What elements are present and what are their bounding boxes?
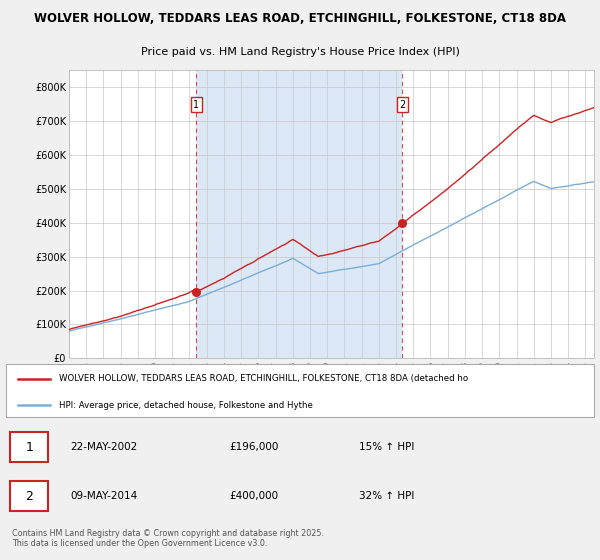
Text: 2: 2 (399, 100, 406, 110)
Text: £196,000: £196,000 (229, 442, 279, 452)
Text: 32% ↑ HPI: 32% ↑ HPI (359, 491, 414, 501)
Text: HPI: Average price, detached house, Folkestone and Hythe: HPI: Average price, detached house, Folk… (59, 401, 313, 410)
Text: Contains HM Land Registry data © Crown copyright and database right 2025.
This d: Contains HM Land Registry data © Crown c… (12, 529, 324, 548)
FancyBboxPatch shape (6, 364, 594, 417)
Text: 2: 2 (25, 490, 33, 503)
Text: Price paid vs. HM Land Registry's House Price Index (HPI): Price paid vs. HM Land Registry's House … (140, 48, 460, 58)
FancyBboxPatch shape (10, 432, 49, 463)
Bar (196, 70, 402, 358)
Text: £400,000: £400,000 (229, 491, 278, 501)
Text: WOLVER HOLLOW, TEDDARS LEAS ROAD, ETCHINGHILL, FOLKESTONE, CT18 8DA (detached ho: WOLVER HOLLOW, TEDDARS LEAS ROAD, ETCHIN… (59, 375, 468, 384)
Text: 1: 1 (193, 100, 199, 110)
Text: WOLVER HOLLOW, TEDDARS LEAS ROAD, ETCHINGHILL, FOLKESTONE, CT18 8DA: WOLVER HOLLOW, TEDDARS LEAS ROAD, ETCHIN… (34, 12, 566, 25)
Text: 15% ↑ HPI: 15% ↑ HPI (359, 442, 414, 452)
Text: 09-MAY-2014: 09-MAY-2014 (71, 491, 138, 501)
Text: 1: 1 (25, 441, 33, 454)
FancyBboxPatch shape (10, 481, 49, 511)
Text: 22-MAY-2002: 22-MAY-2002 (71, 442, 138, 452)
